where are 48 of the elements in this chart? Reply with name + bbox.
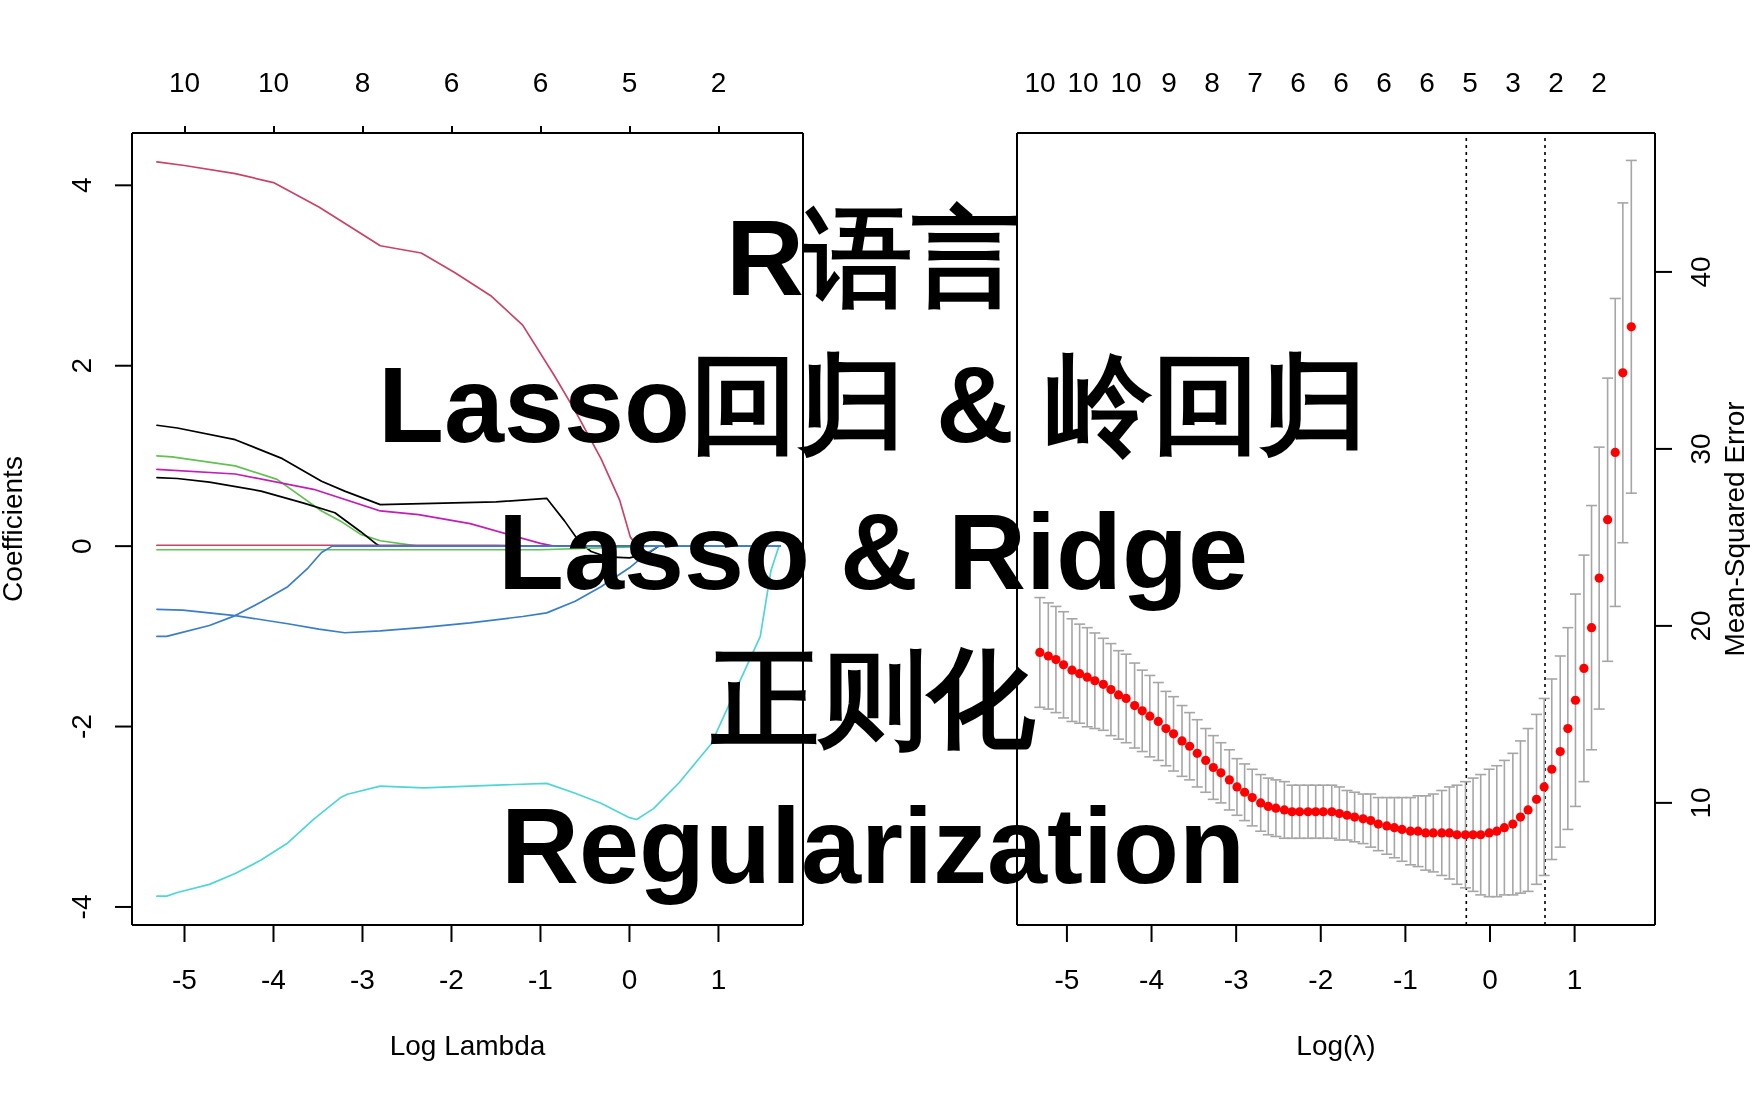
text: 10	[1024, 67, 1056, 98]
text: 5	[1462, 67, 1478, 98]
text: 10	[257, 67, 290, 98]
text: 8	[354, 67, 371, 98]
text: 10	[1110, 67, 1142, 98]
x-tick-label: -1	[1392, 963, 1418, 995]
y-axis-title: Mean-Squared Error	[1719, 401, 1750, 657]
text: 2	[710, 67, 727, 98]
text: 6	[1290, 67, 1306, 98]
x-tick-label: -2	[1308, 963, 1334, 995]
x-tick-label: -4	[261, 963, 286, 995]
x-tick-label: 1	[1566, 963, 1583, 995]
y-tick-label: 0	[66, 538, 97, 554]
text: 6	[443, 67, 460, 98]
x-tick-label: 0	[621, 963, 638, 995]
text: 5	[621, 67, 638, 98]
x-tick-label: -4	[1139, 963, 1164, 995]
y-tick-label: 10	[1685, 787, 1716, 819]
x-tick-label: 0	[1482, 963, 1498, 995]
x-tick-label: -5	[1054, 963, 1080, 995]
text: 3	[1505, 67, 1521, 98]
x-axis-title: Log Lambda	[389, 1030, 546, 1061]
text: 9	[1161, 67, 1177, 98]
y-tick-label: 40	[1685, 256, 1716, 288]
y-axis-title: Coefficients	[0, 456, 28, 602]
text: 2	[1548, 67, 1564, 98]
text: 7	[1247, 67, 1263, 98]
text: 6	[1419, 67, 1435, 98]
text: 10	[1067, 67, 1099, 98]
x-tick-label: -2	[439, 963, 464, 995]
text: 8	[1204, 67, 1220, 98]
x-tick-label: -1	[528, 963, 553, 995]
text: 2	[1591, 67, 1607, 98]
y-tick-label: 30	[1685, 433, 1716, 465]
x-tick-label: 1	[710, 963, 727, 995]
text: 6	[1376, 67, 1392, 98]
x-axis-title: Log(λ)	[1296, 1030, 1376, 1061]
text: 10	[168, 67, 201, 98]
text: 6	[532, 67, 549, 98]
y-tick-label: 2	[66, 357, 97, 374]
y-tick-label: 4	[66, 177, 97, 194]
y-tick-label: 20	[1685, 610, 1716, 642]
y-tick-label: -4	[66, 894, 97, 920]
y-tick-label: -2	[66, 714, 97, 739]
text: 6	[1333, 67, 1349, 98]
x-tick-label: -5	[172, 963, 197, 995]
x-tick-label: -3	[350, 963, 375, 995]
x-tick-label: -3	[1223, 963, 1249, 995]
